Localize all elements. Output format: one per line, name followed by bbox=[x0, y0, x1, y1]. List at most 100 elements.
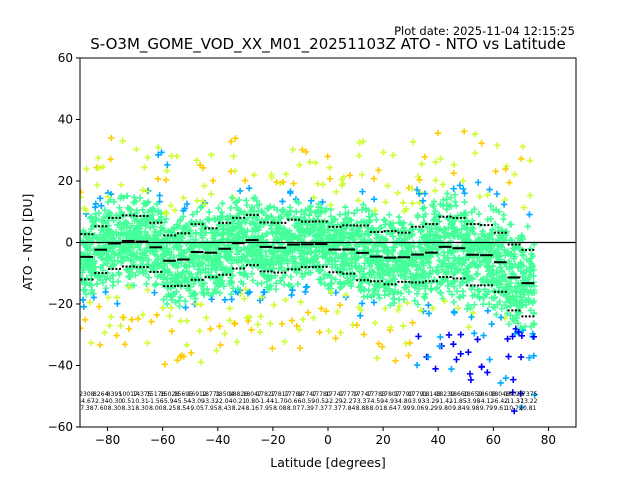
scatter-point bbox=[483, 245, 491, 252]
y-tick-label: −20 bbox=[48, 297, 73, 311]
scatter-point bbox=[124, 192, 131, 200]
scatter-point bbox=[207, 190, 215, 198]
bin-std bbox=[273, 271, 276, 274]
bin-std bbox=[459, 216, 462, 219]
scatter-point bbox=[451, 309, 458, 317]
scatter-point bbox=[530, 309, 538, 317]
scatter-point bbox=[173, 278, 180, 285]
scatter-point bbox=[310, 314, 317, 322]
bin-std bbox=[163, 285, 166, 288]
scatter-point bbox=[471, 301, 478, 309]
bin-label: 8264 bbox=[93, 391, 108, 398]
scatter-point bbox=[475, 210, 483, 218]
bin-std bbox=[504, 231, 507, 234]
scatter-point bbox=[288, 317, 296, 324]
scatter-point bbox=[306, 259, 314, 266]
bin-std bbox=[383, 283, 386, 286]
scatter-point bbox=[359, 138, 367, 145]
bin-std bbox=[108, 216, 111, 219]
scatter-point bbox=[512, 287, 519, 294]
bin-std bbox=[356, 224, 359, 227]
scatter-point bbox=[353, 242, 361, 250]
bin-std bbox=[387, 283, 390, 286]
scatter-point bbox=[519, 302, 526, 309]
bin-std bbox=[101, 272, 104, 275]
scatter-point bbox=[351, 236, 359, 243]
scatter-point bbox=[312, 159, 319, 166]
bin-label: -3.37 bbox=[355, 398, 371, 405]
bin-label: -1.44 bbox=[258, 398, 274, 405]
scatter-point bbox=[250, 195, 257, 202]
scatter-point bbox=[114, 278, 122, 285]
scatter-point bbox=[272, 254, 280, 262]
scatter-point bbox=[225, 221, 232, 228]
scatter-point bbox=[270, 301, 277, 309]
scatter-point bbox=[466, 370, 474, 378]
scatter-point bbox=[209, 177, 217, 184]
bin-std bbox=[263, 221, 266, 224]
scatter-point bbox=[92, 200, 100, 208]
scatter-point bbox=[384, 261, 391, 269]
scatter-point bbox=[364, 293, 371, 300]
bin-label: 9.05 bbox=[190, 405, 204, 412]
scatter-point bbox=[113, 294, 120, 301]
scatter-point bbox=[360, 265, 368, 272]
scatter-point bbox=[465, 302, 472, 309]
scatter-point bbox=[345, 277, 352, 284]
scatter-point bbox=[394, 189, 401, 197]
scatter-point bbox=[139, 250, 146, 257]
scatter-point bbox=[243, 314, 251, 322]
scatter-point bbox=[380, 149, 387, 156]
scatter-point bbox=[448, 365, 455, 373]
scatter-point bbox=[215, 230, 222, 238]
scatter-point bbox=[419, 197, 427, 204]
scatter-point bbox=[162, 176, 170, 184]
scatter-point bbox=[386, 230, 394, 238]
bin-std bbox=[477, 223, 480, 226]
scatter-point bbox=[205, 208, 213, 216]
scatter-point bbox=[227, 248, 235, 256]
scatter-point bbox=[485, 300, 493, 308]
scatter-point bbox=[293, 198, 300, 205]
scatter-point bbox=[526, 354, 533, 361]
bin-std bbox=[87, 233, 90, 236]
scatter-point bbox=[530, 320, 537, 327]
scatter-point bbox=[529, 252, 537, 260]
scatter-point bbox=[400, 225, 407, 232]
scatter-point bbox=[366, 263, 374, 270]
scatter-point bbox=[98, 202, 105, 210]
scatter-point bbox=[284, 249, 292, 256]
bin-std bbox=[242, 267, 245, 270]
bin-label: 8.30 bbox=[108, 405, 122, 412]
scatter-point bbox=[88, 339, 95, 346]
scatter-point bbox=[369, 226, 376, 234]
scatter-point bbox=[139, 186, 146, 194]
scatter-point bbox=[321, 281, 329, 288]
scatter-point bbox=[326, 175, 334, 182]
scatter-point bbox=[432, 365, 439, 373]
scatter-point bbox=[158, 149, 165, 156]
scatter-point bbox=[387, 302, 394, 309]
bin-std bbox=[435, 223, 438, 226]
scatter-point bbox=[154, 273, 161, 280]
bin-label: 10.81 bbox=[519, 405, 536, 412]
scatter-point bbox=[110, 198, 118, 206]
y-axis: −60 −40 −20 0 20 40 60 bbox=[48, 51, 80, 434]
bin-std bbox=[442, 215, 445, 218]
bin-std bbox=[414, 225, 417, 228]
scatter-point bbox=[81, 286, 88, 293]
scatter-point bbox=[217, 341, 224, 349]
scatter-point bbox=[226, 305, 233, 312]
scatter-point bbox=[201, 182, 208, 189]
scatter-point bbox=[500, 201, 508, 208]
scatter-point bbox=[139, 206, 146, 213]
scatter-point bbox=[319, 198, 326, 206]
scatter-point bbox=[344, 215, 351, 222]
bin-std bbox=[270, 270, 273, 273]
scatter-point bbox=[444, 190, 451, 197]
bin-label: 15028 bbox=[160, 391, 179, 398]
bin-std bbox=[105, 272, 108, 275]
bin-label: -0.66 bbox=[286, 398, 302, 405]
scatter-point bbox=[232, 199, 239, 207]
bin-std bbox=[487, 284, 490, 287]
